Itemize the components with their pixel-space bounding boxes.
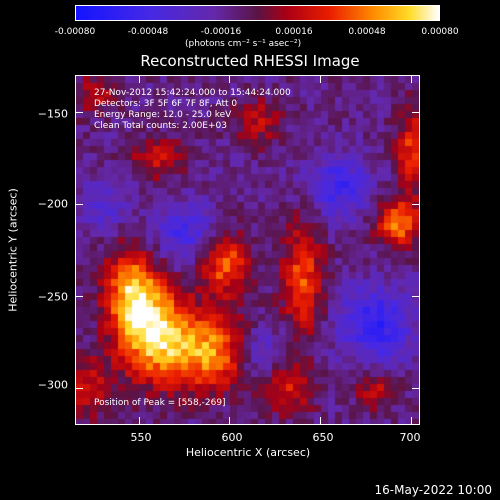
y-tick-mark bbox=[412, 111, 420, 113]
colorbar bbox=[75, 5, 440, 21]
x-tick-mark bbox=[138, 417, 140, 425]
colorbar-tick-label: -0.00016 bbox=[200, 27, 242, 37]
y-tick-label: −250 bbox=[37, 290, 68, 304]
y-tick-mark bbox=[75, 388, 83, 390]
colorbar-units: (photons cm⁻² s⁻¹ asec⁻²) bbox=[185, 39, 302, 49]
colorbar-tick-label: -0.00048 bbox=[127, 27, 169, 37]
x-tick-label: 700 bbox=[399, 431, 421, 444]
x-axis-label: Heliocentric X (arcsec) bbox=[185, 446, 311, 459]
y-tick-mark bbox=[412, 296, 420, 298]
x-tick-mark bbox=[410, 75, 412, 83]
chart-title: Reconstructed RHESSI Image bbox=[140, 52, 360, 70]
annotation-detectors: Detectors: 3F 5F 6F 7F 8F, Att 0 bbox=[94, 99, 238, 109]
x-tick-mark bbox=[320, 417, 322, 425]
y-tick-mark bbox=[75, 296, 83, 298]
plot-area: 27-Nov-2012 15:42:24.000 to 15:44:24.000… bbox=[75, 75, 420, 425]
y-tick-mark bbox=[75, 111, 83, 113]
annotation-peak: Position of Peak = [558,-269] bbox=[94, 398, 226, 408]
y-tick-label: −200 bbox=[37, 197, 68, 211]
x-tick-mark bbox=[320, 75, 322, 83]
y-tick-label: −300 bbox=[37, 378, 68, 392]
y-tick-mark bbox=[412, 203, 420, 205]
x-tick-label: 600 bbox=[221, 431, 243, 444]
timestamp: 16-May-2022 10:00 bbox=[374, 483, 492, 497]
colorbar-tick-label: 0.00048 bbox=[348, 27, 386, 37]
colorbar-tick-label: 0.00016 bbox=[275, 27, 313, 37]
colorbar-tick-label: 0.00080 bbox=[421, 27, 459, 37]
y-tick-label: −150 bbox=[37, 107, 68, 121]
annotation-time: 27-Nov-2012 15:42:24.000 to 15:44:24.000 bbox=[94, 88, 291, 98]
y-axis-label: Heliocentric Y (arcsec) bbox=[6, 188, 20, 312]
colorbar-tick-label: -0.00080 bbox=[54, 27, 96, 37]
y-tick-mark bbox=[75, 203, 83, 205]
x-tick-mark bbox=[410, 417, 412, 425]
x-tick-mark bbox=[229, 75, 231, 83]
x-tick-label: 650 bbox=[312, 431, 334, 444]
annotation-energy: Energy Range: 12.0 - 25.0 keV bbox=[94, 110, 232, 120]
heatmap-image bbox=[76, 76, 419, 424]
x-tick-mark bbox=[229, 417, 231, 425]
x-tick-label: 550 bbox=[130, 431, 152, 444]
x-tick-mark bbox=[138, 75, 140, 83]
annotation-counts: Clean Total counts: 2.00E+03 bbox=[94, 121, 227, 131]
y-tick-mark bbox=[412, 388, 420, 390]
